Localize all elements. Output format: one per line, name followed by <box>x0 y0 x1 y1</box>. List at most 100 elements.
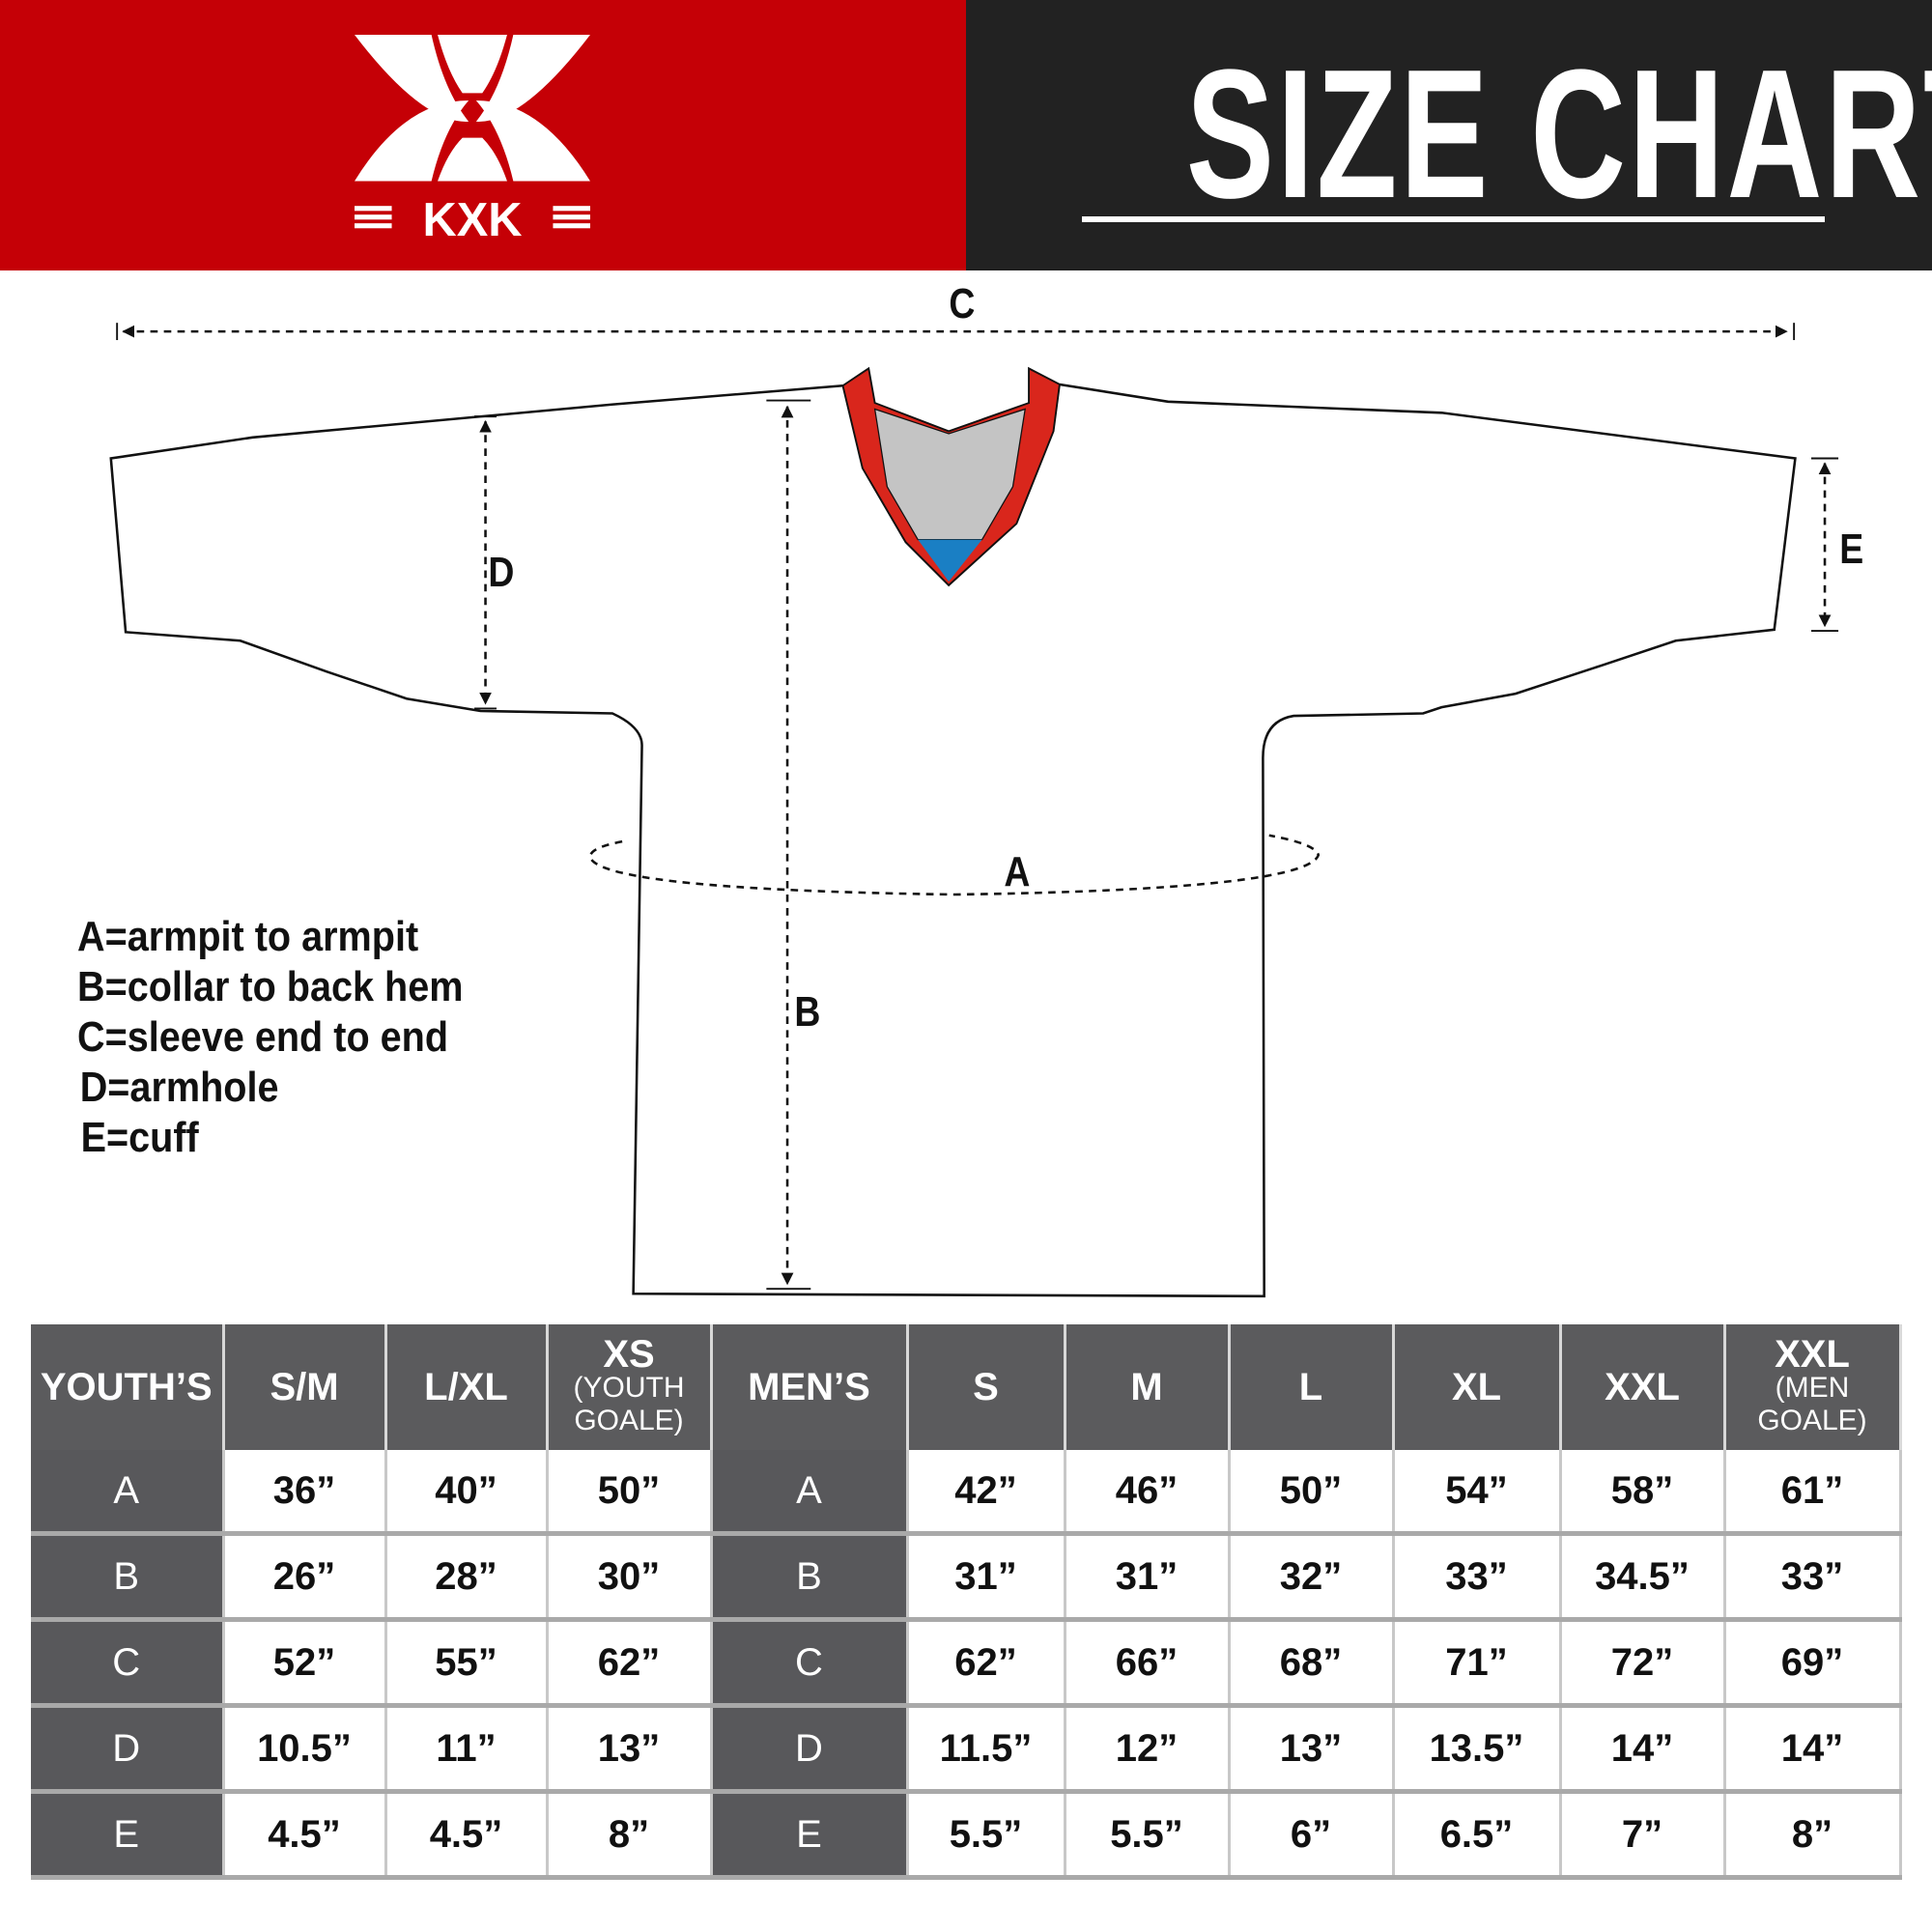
table-cell: 8” <box>1724 1791 1902 1880</box>
table-cell: 10.5” <box>223 1705 387 1794</box>
legend-item: B=collar to back hem <box>77 963 464 1010</box>
table-cell: 33” <box>1393 1533 1562 1622</box>
table-cell: 5.5” <box>1065 1791 1231 1880</box>
table-cell: 28” <box>385 1533 549 1622</box>
table-cell: 7” <box>1560 1791 1726 1880</box>
table-cell: 14” <box>1560 1705 1726 1794</box>
table-header-row: YOUTH’S S/M L/XL XS (YOUTH GOALE) MEN’S S M L XL X… <box>31 1324 1902 1450</box>
table-cell: 72” <box>1560 1619 1726 1708</box>
table-cell: 34.5” <box>1560 1533 1726 1622</box>
table-cell: 32” <box>1229 1533 1395 1622</box>
table-row: E 4.5” 4.5” 8” E 5.5” 5.5” 6” 6.5” 7” 8” <box>31 1791 1902 1880</box>
legend-item: C=sleeve end to end <box>77 1013 449 1061</box>
table-cell: 66” <box>1065 1619 1231 1708</box>
column-header: L <box>1229 1324 1395 1450</box>
column-header-label: XXL <box>1605 1366 1680 1408</box>
jersey-outline <box>109 383 1797 1298</box>
table-cell: 31” <box>907 1533 1066 1622</box>
table-cell: 58” <box>1560 1450 1726 1536</box>
column-header-label: L <box>1298 1366 1323 1408</box>
table-cell: 54” <box>1393 1450 1562 1536</box>
table-cell: 14” <box>1724 1705 1902 1794</box>
column-header: S/M <box>223 1324 387 1450</box>
table-cell: 6” <box>1229 1791 1395 1880</box>
column-header-label: YOUTH’S <box>40 1366 213 1408</box>
column-header-label: M <box>1130 1366 1163 1408</box>
table-cell: 42” <box>907 1450 1066 1536</box>
table-cell: 71” <box>1393 1619 1562 1708</box>
dimension-a-ellipse <box>588 834 1321 896</box>
column-header: MEN’S <box>711 1324 909 1450</box>
table-cell: 62” <box>907 1619 1066 1708</box>
collar-tip <box>918 539 982 582</box>
table-cell: 8” <box>547 1791 713 1880</box>
table-cell: 4.5” <box>385 1791 549 1880</box>
table-cell: 50” <box>1229 1450 1395 1536</box>
column-header-label: XS <box>603 1333 655 1376</box>
row-label: D <box>31 1705 225 1794</box>
table-cell: 13” <box>547 1705 713 1794</box>
label-d: D <box>488 549 515 596</box>
table-cell: 36” <box>223 1450 387 1536</box>
table-cell: 30” <box>547 1533 713 1622</box>
legend-item: E=cuff <box>80 1114 199 1161</box>
logo-text: KXK <box>423 194 523 236</box>
table-cell: 4.5” <box>223 1791 387 1880</box>
column-header: XS (YOUTH GOALE) <box>547 1324 713 1450</box>
title-underline <box>1082 216 1825 222</box>
label-b: B <box>794 988 821 1036</box>
column-header: XL <box>1393 1324 1562 1450</box>
row-label: A <box>711 1450 909 1536</box>
label-a: A <box>1004 848 1031 895</box>
legend-item: A=armpit to armpit <box>77 913 419 960</box>
table-row: C 52” 55” 62” C 62” 66” 68” 71” 72” 69” <box>31 1619 1902 1708</box>
label-e: E <box>1839 526 1864 573</box>
table-cell: 11.5” <box>907 1705 1066 1794</box>
table-cell: 13” <box>1229 1705 1395 1794</box>
column-header-label: XL <box>1451 1366 1502 1408</box>
row-label: D <box>711 1705 909 1794</box>
table-row: A 36” 40” 50” A 42” 46” 50” 54” 58” 61” <box>31 1450 1902 1536</box>
collar-inner <box>873 408 1027 541</box>
table-cell: 11” <box>385 1705 549 1794</box>
table-row: D 10.5” 11” 13” D 11.5” 12” 13” 13.5” 14” 14” <box>31 1705 1902 1794</box>
size-table: YOUTH’S S/M L/XL XS (YOUTH GOALE) MEN’S S M L XL X… <box>31 1324 1902 1880</box>
table-cell: 40” <box>385 1450 549 1536</box>
kxk-logo: KXK <box>355 35 590 236</box>
table-cell: 6.5” <box>1393 1791 1562 1880</box>
table-cell: 31” <box>1065 1533 1231 1622</box>
column-header: L/XL <box>385 1324 549 1450</box>
table-cell: 26” <box>223 1533 387 1622</box>
table-cell: 68” <box>1229 1619 1395 1708</box>
table-cell: 69” <box>1724 1619 1902 1708</box>
table-row: B 26” 28” 30” B 31” 31” 32” 33” 34.5” 33” <box>31 1533 1902 1622</box>
row-label: E <box>711 1791 909 1880</box>
table-cell: 12” <box>1065 1705 1231 1794</box>
legend-item: D=armhole <box>79 1064 279 1111</box>
table-cell: 52” <box>223 1619 387 1708</box>
column-header-label: S/M <box>270 1366 339 1408</box>
column-header: M <box>1065 1324 1231 1450</box>
table-cell: 55” <box>385 1619 549 1708</box>
table-cell: 62” <box>547 1619 713 1708</box>
column-header-label: XXL <box>1775 1333 1850 1376</box>
column-header-label: S <box>973 1366 999 1408</box>
column-header: XXL <box>1560 1324 1726 1450</box>
row-label: E <box>31 1791 225 1880</box>
column-header-label: MEN’S <box>748 1366 870 1408</box>
row-label: A <box>31 1450 225 1536</box>
row-label: B <box>711 1533 909 1622</box>
column-header-sublabel: (MEN GOALE) <box>1757 1372 1867 1436</box>
table-cell: 61” <box>1724 1450 1902 1536</box>
table-cell: 46” <box>1065 1450 1231 1536</box>
table-cell: 5.5” <box>907 1791 1066 1880</box>
column-header-sublabel: (YOUTH GOALE) <box>573 1372 685 1436</box>
row-label: C <box>711 1619 909 1708</box>
column-header: YOUTH’S <box>31 1324 225 1450</box>
header-title-panel <box>966 0 1932 270</box>
table-cell: 33” <box>1724 1533 1902 1622</box>
column-header: S <box>907 1324 1066 1450</box>
column-header-label: L/XL <box>424 1366 508 1408</box>
row-label: B <box>31 1533 225 1622</box>
